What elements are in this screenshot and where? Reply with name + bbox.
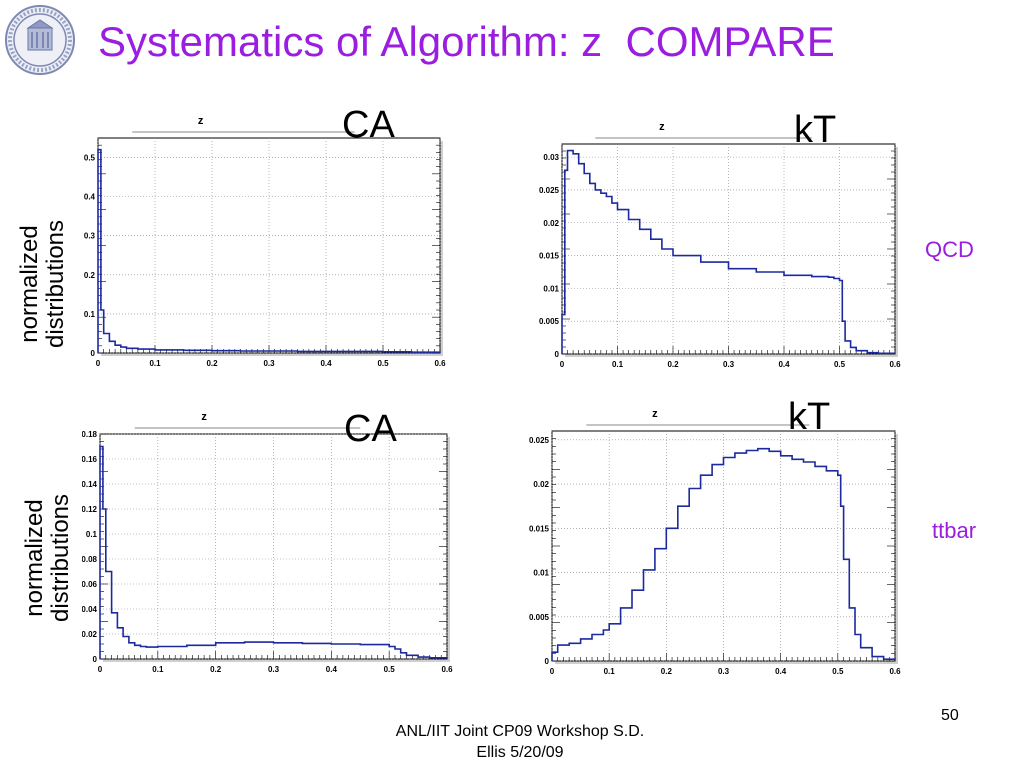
y-tick-label: 0.5 — [84, 154, 96, 163]
x-tick-label: 0.1 — [152, 665, 164, 674]
algorithm-label-kt-ttbar: kT — [788, 396, 831, 438]
x-tick-label: 0.6 — [441, 665, 453, 674]
y-tick-label: 0.02 — [82, 630, 98, 639]
plot-title: z — [198, 115, 204, 127]
sample-label-qcd: QCD — [925, 237, 974, 262]
x-tick-label: 0.4 — [775, 667, 787, 676]
y-tick-label: 0.4 — [84, 193, 96, 202]
x-tick-label: 0.3 — [718, 667, 730, 676]
y-tick-label: 0.01 — [543, 284, 559, 293]
y-tick-label: 0.005 — [529, 613, 550, 622]
x-tick-label: 0.3 — [263, 359, 275, 368]
algorithm-label-ca-ttbar: CA — [344, 408, 397, 450]
y-tick-label: 0.1 — [86, 530, 98, 539]
x-tick-label: 0.3 — [723, 360, 735, 369]
x-tick-label: 0.5 — [377, 359, 389, 368]
plot-frame — [97, 137, 441, 354]
histogram-kt-qcd: z 0 0.1 0.2 0.3 0.4 0.5 0.6 0 0.005 0.01 0.015 0.02 0… — [539, 121, 901, 369]
y-tick-label: 0.16 — [82, 455, 98, 464]
x-tick-label: 0 — [96, 359, 101, 368]
x-tick-label: 0.6 — [889, 667, 901, 676]
y-tick-label: 0.02 — [533, 480, 549, 489]
y-tick-label: 0.18 — [82, 430, 98, 439]
y-tick-label: 0.025 — [529, 436, 550, 445]
histogram-kt-ttbar: z 0 0.1 0.2 0.3 0.4 0.5 0.6 0 0.005 0.01 0.015 0.02 0… — [529, 408, 901, 676]
x-tick-label: 0.5 — [384, 665, 396, 674]
x-tick-label: 0.2 — [661, 667, 673, 676]
y-tick-label: 0.14 — [82, 480, 98, 489]
algorithm-label-ca-qcd: CA — [342, 104, 395, 146]
plot-frame — [99, 433, 448, 660]
chart-kt-ttbar: z 0 0.1 0.2 0.3 0.4 0.5 0.6 0 0.005 0.01 0.015 0.02 0… — [510, 397, 905, 687]
chart-ca-ttbar: z 0 0.1 0.2 0.3 0.4 0.5 0.6 0 0.02 0.04 0.06 0.08 0.1… — [82, 400, 457, 685]
y-tick-label: 0.005 — [539, 317, 560, 326]
algorithm-label-kt-qcd: kT — [794, 109, 837, 151]
y-axis-label-line2: distributions — [42, 219, 69, 349]
histogram-ca-ttbar: z 0 0.1 0.2 0.3 0.4 0.5 0.6 0 0.02 0.04 0.06 0.08 0.1… — [82, 411, 453, 674]
y-tick-label: 0.3 — [84, 232, 96, 241]
y-tick-label: 0 — [93, 655, 98, 664]
chart-kt-qcd: z 0 0.1 0.2 0.3 0.4 0.5 0.6 0 0.005 0.01 0.015 0.02 0… — [520, 110, 905, 380]
x-tick-label: 0.5 — [834, 360, 846, 369]
slide-title: Systematics of Algorithm: z COMPARE — [98, 18, 835, 65]
y-tick-label: 0.015 — [529, 524, 550, 533]
y-tick-label: 0.2 — [84, 271, 96, 280]
plot-title: z — [201, 411, 207, 423]
sample-label-ttbar: ttbar — [932, 518, 977, 543]
y-tick-label: 0.015 — [539, 252, 560, 261]
histogram-ca-qcd: z 0 0.1 0.2 0.3 0.4 0.5 0.6 0 0.1 0.2 0.3 0.4 0.5 — [84, 115, 446, 368]
y-axis-label-line1: normalized — [21, 499, 48, 617]
y-tick-label: 0 — [545, 657, 550, 666]
x-tick-label: 0.2 — [206, 359, 218, 368]
y-tick-label: 0.04 — [82, 605, 98, 614]
y-axis-label-line2: distributions — [47, 493, 74, 623]
x-tick-label: 0.2 — [210, 665, 222, 674]
x-tick-label: 0.6 — [434, 359, 446, 368]
y-axis-label-top: normalized distributions — [16, 194, 73, 374]
x-tick-label: 0.4 — [778, 360, 790, 369]
y-tick-label: 0.06 — [82, 580, 98, 589]
histogram-series — [561, 149, 895, 355]
footer-citation: ANL/IIT Joint CP09 Workshop S.D. Ellis 5… — [340, 721, 700, 763]
plot-title: z — [652, 408, 658, 420]
histogram-series — [97, 148, 441, 353]
y-tick-label: 0.03 — [543, 153, 559, 162]
y-tick-label: 0.025 — [539, 186, 560, 195]
x-tick-label: 0.1 — [604, 667, 616, 676]
y-tick-label: 0.01 — [533, 569, 549, 578]
x-tick-label: 0 — [560, 360, 565, 369]
x-tick-label: 0 — [98, 665, 103, 674]
histogram-series — [99, 445, 448, 659]
x-tick-label: 0.1 — [612, 360, 624, 369]
y-tick-label: 0.12 — [82, 505, 98, 514]
footer-line-2: Ellis 5/20/09 — [476, 744, 564, 761]
y-tick-label: 0.02 — [543, 219, 559, 228]
slide-number: 50 — [941, 707, 959, 724]
chart-ca-qcd: z 0 0.1 0.2 0.3 0.4 0.5 0.6 0 0.1 0.2 0.3 0.4 0.5 — [80, 104, 450, 379]
x-tick-label: 0.5 — [832, 667, 844, 676]
histogram-series — [551, 447, 896, 661]
x-tick-label: 0.6 — [889, 360, 901, 369]
y-tick-label: 0 — [555, 350, 560, 359]
x-tick-label: 0.4 — [326, 665, 338, 674]
y-axis-label-line1: normalized — [16, 225, 43, 343]
x-tick-label: 0.4 — [320, 359, 332, 368]
university-seal-logo — [4, 4, 76, 81]
footer-line-1: ANL/IIT Joint CP09 Workshop S.D. — [395, 723, 645, 740]
x-tick-label: 0.2 — [667, 360, 679, 369]
plot-title: z — [659, 121, 665, 133]
y-axis-label-bottom: normalized distributions — [21, 468, 78, 648]
y-tick-label: 0.08 — [82, 555, 98, 564]
x-tick-label: 0.1 — [149, 359, 161, 368]
x-tick-label: 0 — [550, 667, 555, 676]
x-tick-label: 0.3 — [268, 665, 280, 674]
y-tick-label: 0.1 — [84, 310, 96, 319]
y-tick-label: 0 — [91, 349, 96, 358]
